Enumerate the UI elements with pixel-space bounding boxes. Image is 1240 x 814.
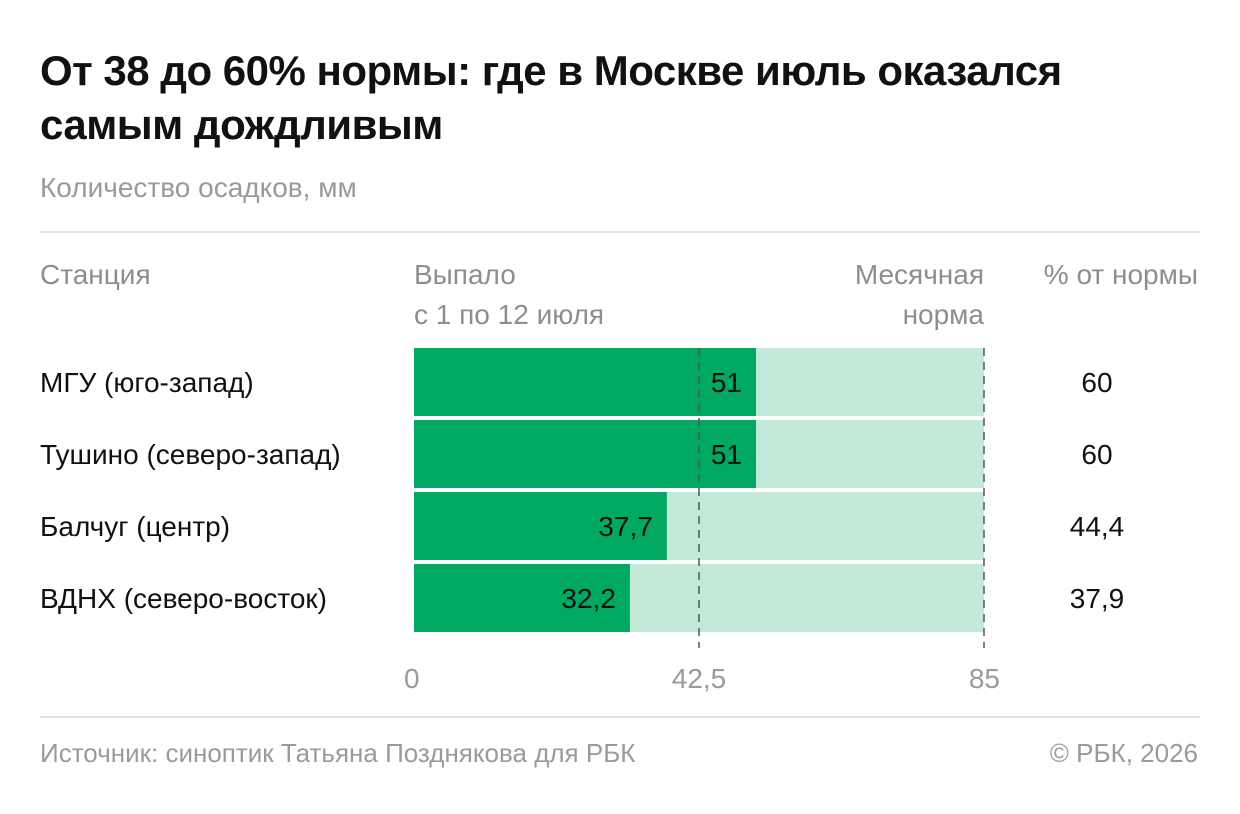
bottom-divider <box>40 716 1200 718</box>
value-bar <box>414 564 630 632</box>
header-fallen-line2: с 1 по 12 июля <box>414 299 605 330</box>
x-tick-label: 85 <box>969 663 1000 694</box>
category-label: Балчуг (центр) <box>40 511 230 542</box>
copyright: © РБК, 2026 <box>1049 738 1198 768</box>
header-norm-line2: норма <box>902 299 984 330</box>
percent-label: 60 <box>1081 367 1112 398</box>
norm-bar <box>414 348 984 416</box>
percent-label: 37,9 <box>1070 583 1125 614</box>
top-divider <box>40 231 1200 233</box>
category-label: МГУ (юго-запад) <box>40 367 254 398</box>
category-label: ВДНХ (северо-восток) <box>40 583 327 614</box>
chart-subtitle: Количество осадков, мм <box>40 172 357 203</box>
value-label: 51 <box>711 439 742 470</box>
value-label: 51 <box>711 367 742 398</box>
header-fallen: Выпало с 1 по 12 июля <box>414 255 604 335</box>
norm-bar <box>414 564 984 632</box>
value-bar <box>414 348 756 416</box>
header-norm: Месячная норма <box>800 255 984 335</box>
norm-bar <box>414 420 984 488</box>
value-label: 37,7 <box>598 511 653 542</box>
header-station: Станция <box>40 259 151 290</box>
percent-label: 44,4 <box>1070 511 1125 542</box>
percent-label: 60 <box>1081 439 1112 470</box>
category-label: Тушино (северо-запад) <box>40 439 341 470</box>
header-percent: % от нормы <box>1043 259 1198 290</box>
header-norm-line1: Месячная <box>854 259 984 290</box>
header-fallen-line1: Выпало <box>414 259 516 290</box>
chart-title: От 38 до 60% нормы: где в Москве июль ок… <box>40 47 1062 148</box>
value-bar <box>414 492 667 560</box>
x-tick-label: 42,5 <box>672 663 727 694</box>
value-label: 32,2 <box>561 583 616 614</box>
norm-bar <box>414 492 984 560</box>
x-tick-label: 0 <box>404 663 420 694</box>
value-bar <box>414 420 756 488</box>
source-note: Источник: синоптик Татьяна Позднякова дл… <box>40 738 636 768</box>
